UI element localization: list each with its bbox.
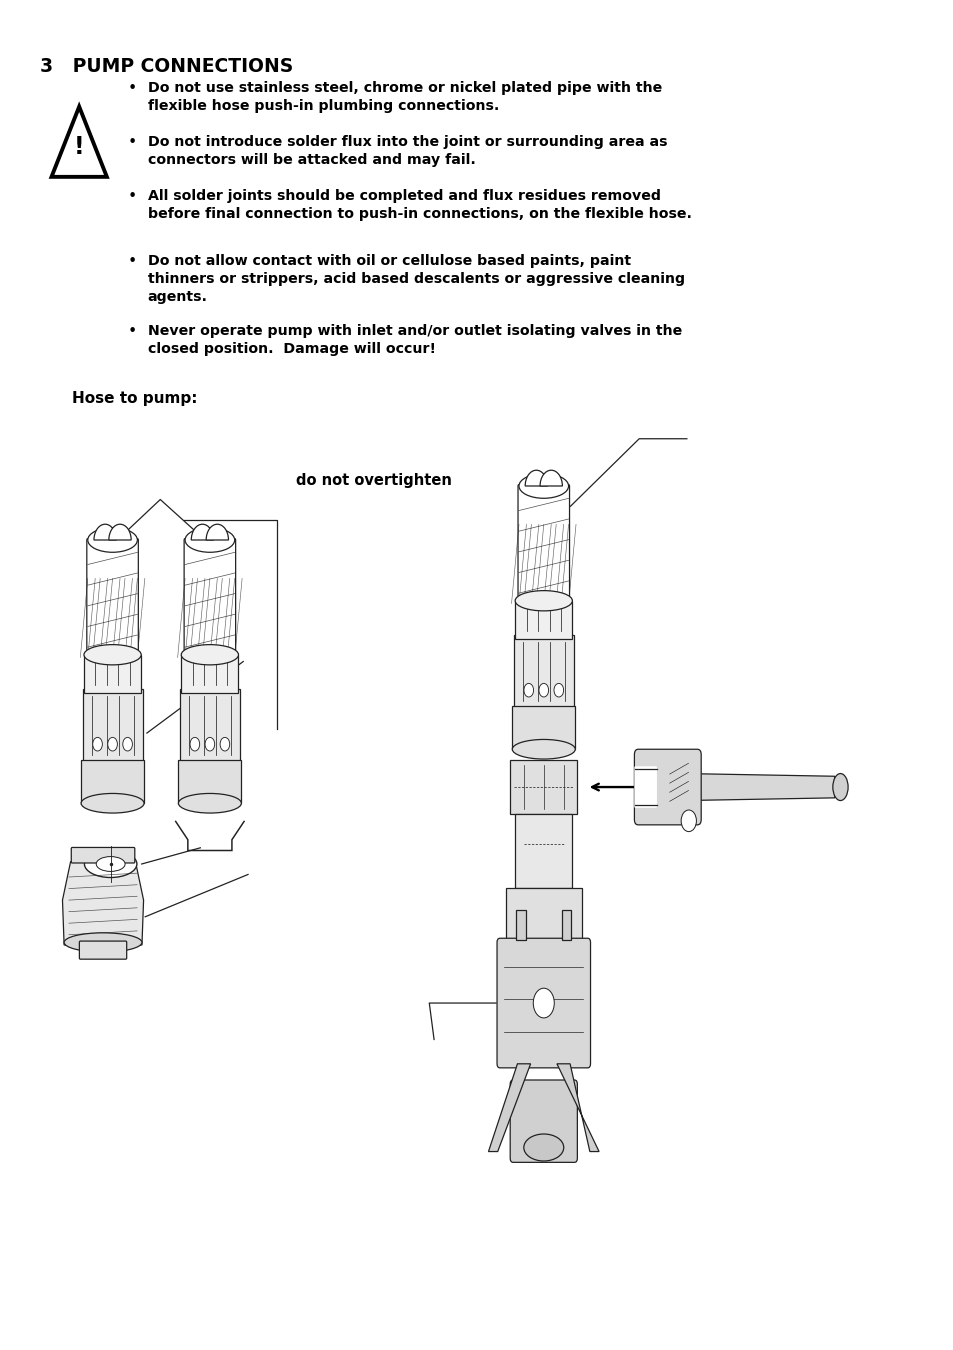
- FancyBboxPatch shape: [497, 938, 590, 1068]
- Ellipse shape: [515, 590, 572, 610]
- Circle shape: [220, 737, 230, 751]
- Bar: [561, 910, 571, 940]
- Bar: [181, 655, 238, 693]
- Circle shape: [523, 683, 533, 697]
- Text: Hose to pump:: Hose to pump:: [71, 392, 197, 406]
- Text: !: !: [73, 135, 85, 159]
- Circle shape: [92, 737, 102, 751]
- Text: •: •: [127, 81, 136, 96]
- Text: •: •: [127, 189, 136, 204]
- Ellipse shape: [178, 794, 241, 813]
- FancyBboxPatch shape: [510, 1080, 577, 1162]
- Bar: [513, 634, 573, 709]
- Ellipse shape: [81, 794, 144, 813]
- Ellipse shape: [181, 645, 238, 666]
- Bar: [83, 688, 143, 763]
- Circle shape: [680, 810, 696, 832]
- Bar: [179, 688, 240, 763]
- Ellipse shape: [518, 474, 568, 498]
- Wedge shape: [191, 524, 213, 540]
- Ellipse shape: [64, 933, 142, 952]
- Circle shape: [190, 737, 199, 751]
- Polygon shape: [63, 861, 143, 945]
- FancyBboxPatch shape: [79, 941, 127, 958]
- FancyBboxPatch shape: [184, 539, 235, 663]
- Bar: [515, 814, 572, 888]
- Polygon shape: [684, 774, 834, 801]
- Ellipse shape: [523, 1134, 563, 1161]
- Text: All solder joints should be completed and flux residues removed
before final con: All solder joints should be completed an…: [148, 189, 691, 221]
- FancyBboxPatch shape: [634, 749, 700, 825]
- FancyBboxPatch shape: [71, 848, 134, 863]
- Bar: [505, 888, 581, 942]
- Wedge shape: [206, 524, 229, 540]
- Bar: [510, 760, 577, 814]
- Text: Do not introduce solder flux into the joint or surrounding area as
connectors wi: Do not introduce solder flux into the jo…: [148, 135, 667, 167]
- Ellipse shape: [185, 528, 234, 552]
- Polygon shape: [488, 1064, 530, 1152]
- Text: •: •: [127, 324, 136, 339]
- Wedge shape: [109, 524, 131, 540]
- Bar: [178, 760, 241, 803]
- Circle shape: [108, 737, 117, 751]
- Ellipse shape: [512, 740, 575, 759]
- Text: •: •: [127, 135, 136, 150]
- Wedge shape: [93, 524, 116, 540]
- FancyBboxPatch shape: [634, 767, 657, 807]
- Polygon shape: [557, 1064, 598, 1152]
- Ellipse shape: [832, 774, 847, 801]
- Text: •: •: [127, 254, 136, 269]
- Ellipse shape: [84, 645, 141, 666]
- Wedge shape: [524, 470, 547, 486]
- Bar: [84, 655, 141, 693]
- Text: Do not allow contact with oil or cellulose based paints, paint
thinners or strip: Do not allow contact with oil or cellulo…: [148, 254, 684, 304]
- Ellipse shape: [96, 857, 125, 872]
- Circle shape: [205, 737, 214, 751]
- Bar: [512, 706, 575, 749]
- FancyBboxPatch shape: [87, 539, 138, 663]
- Ellipse shape: [84, 850, 137, 878]
- Bar: [515, 601, 572, 639]
- Circle shape: [533, 988, 554, 1018]
- Text: Do not use stainless steel, chrome or nickel plated pipe with the
flexible hose : Do not use stainless steel, chrome or ni…: [148, 81, 661, 113]
- Wedge shape: [539, 470, 561, 486]
- Bar: [516, 910, 525, 940]
- Polygon shape: [51, 107, 107, 177]
- Circle shape: [554, 683, 563, 697]
- Text: 3   PUMP CONNECTIONS: 3 PUMP CONNECTIONS: [40, 57, 293, 76]
- Ellipse shape: [88, 528, 137, 552]
- Text: Never operate pump with inlet and/or outlet isolating valves in the
closed posit: Never operate pump with inlet and/or out…: [148, 324, 681, 356]
- Circle shape: [538, 683, 548, 697]
- Bar: [81, 760, 144, 803]
- Circle shape: [123, 737, 132, 751]
- Text: do not overtighten: do not overtighten: [295, 472, 451, 487]
- FancyBboxPatch shape: [517, 485, 569, 609]
